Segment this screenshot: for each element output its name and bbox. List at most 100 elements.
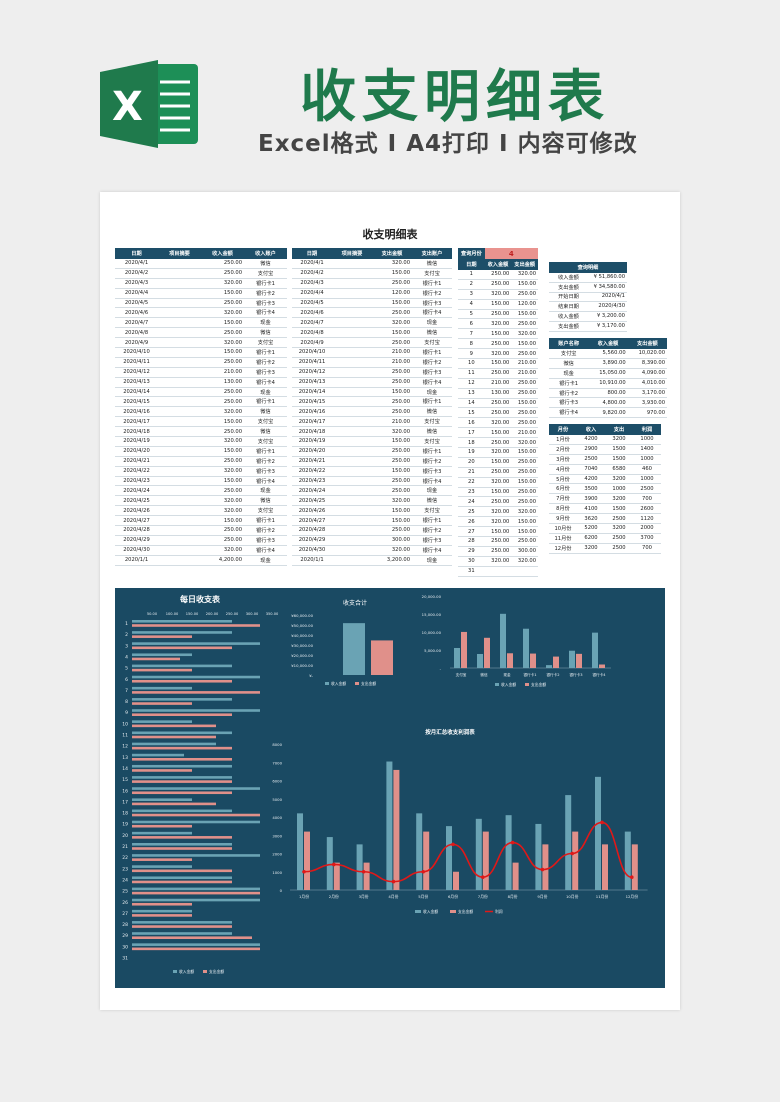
table-cell [332, 288, 372, 299]
table-cell: 250.00 [372, 456, 412, 467]
table-cell: 320.00 [484, 556, 512, 567]
table-cell: 银行卡1 [244, 396, 287, 408]
table-cell: 7月份 [549, 493, 577, 505]
table-row: 22 320.00 150.00 [458, 477, 538, 488]
table-cell: 支付宝 [244, 416, 287, 428]
table-cell: 现金 [412, 387, 452, 398]
table-cell [332, 298, 372, 309]
table-cell [158, 268, 201, 279]
query-month-label: 查询月份 [458, 248, 485, 259]
table-cell: 2020/4/29 [115, 535, 158, 546]
table-cell: 2500 [633, 483, 661, 495]
table-cell [158, 406, 201, 418]
table-cell [158, 525, 201, 536]
table-row: 2020/4/11 250.00 银行卡2 [115, 357, 287, 368]
query-result-table: 查询明细 收入金额 ¥ 51,860.00 支出金额 ¥ 34,580.00 [549, 262, 627, 293]
table-header-row: 日期 项目摘要 收入金额 收入账户 [115, 248, 287, 259]
table-cell: 微信 [549, 358, 589, 369]
profit-point [361, 869, 366, 874]
column-header: 项目摘要 [158, 248, 201, 259]
table-cell: 银行卡3 [412, 367, 452, 378]
table-cell: 微信 [244, 259, 287, 269]
table-row: 银行卡4 9,820.00 970.00 [549, 407, 667, 419]
table-cell: 29 [458, 546, 485, 557]
table-row: 2020/4/8 250.00 微信 [115, 327, 287, 339]
profit-point [570, 851, 574, 856]
table-cell: 微信 [412, 426, 452, 438]
category-label: 25 [122, 889, 128, 895]
table-row: 2020/4/12 250.00 银行卡3 [292, 367, 452, 378]
table-cell: 2020/4/20 [115, 446, 158, 457]
table-cell: 320.00 [201, 436, 244, 447]
table-cell: 银行卡4 [549, 407, 589, 419]
profit-point [600, 820, 604, 825]
income-bar [132, 753, 184, 757]
legend-label: 支出金额 [531, 682, 546, 687]
table-cell: 支付宝 [412, 416, 452, 428]
income-bar [132, 675, 260, 679]
expense-bar [132, 735, 216, 739]
table-cell: 250.00 [484, 467, 512, 478]
category-label: 银行卡1 [523, 672, 536, 677]
table-cell: 银行卡4 [244, 307, 287, 319]
table-row: 20 150.00 250.00 [458, 457, 538, 468]
table-cell: 1000 [605, 483, 633, 495]
table-cell: 150.00 [511, 526, 538, 538]
table-row: 支出金额 ¥ 34,580.00 [549, 282, 627, 293]
table-cell: 银行卡3 [244, 466, 287, 477]
table-cell: 150.00 [372, 436, 412, 447]
table-row: 2020/4/18 250.00 微信 [115, 426, 287, 438]
dashboard-charts: 每日收支表 50.00 100.00 150.00 200.00 250.00 300.00… [122, 594, 648, 974]
table-row: 2 250.00 150.00 [458, 279, 538, 290]
table-cell: 150.00 [372, 298, 412, 309]
table-row: 2020/4/17 150.00 支付宝 [115, 416, 287, 428]
table-cell: 250.00 [201, 268, 244, 279]
income-bar [297, 813, 303, 890]
table-cell: 2020/4/25 [292, 495, 332, 507]
income-bar [132, 898, 260, 902]
table-row: 2020/4/17 210.00 支付宝 [292, 416, 452, 428]
income-bar [132, 764, 232, 768]
table-row: 12月份 3200 2500 700 [549, 543, 661, 554]
category-label: 4 [125, 654, 128, 660]
table-cell: 现金 [244, 387, 287, 398]
expense-bar [132, 902, 192, 906]
table-cell: 150.00 [484, 299, 512, 310]
query-month-value[interactable]: 4 [484, 248, 538, 259]
category-label: 27 [122, 911, 128, 917]
axis-tick-label: 100.00 [166, 612, 179, 616]
table-row: 2020/4/1 320.00 微信 [292, 259, 452, 269]
table-cell: 210.00 [511, 427, 538, 439]
table-cell: 150.00 [484, 427, 512, 439]
category-label: 13 [122, 755, 128, 761]
table-cell: 2020/4/16 [115, 406, 158, 418]
table-cell [332, 406, 372, 418]
axis-tick-label: 2000 [272, 852, 282, 857]
expense-bar [542, 844, 549, 890]
table-row: 2020/4/10 150.00 银行卡1 [115, 347, 287, 358]
table-cell: 10,020.00 [627, 349, 667, 359]
table-cell: 2020/4/5 [292, 298, 332, 309]
table-cell: 2020/4/10 [292, 347, 332, 358]
table-row: 10 150.00 210.00 [458, 358, 538, 369]
table-cell: 300.00 [511, 546, 538, 557]
table-cell: 320.00 [484, 318, 512, 330]
table-cell: 9月份 [549, 513, 577, 525]
axis-tick-label: 350.00 [266, 612, 279, 616]
table-cell [158, 446, 201, 457]
table-row: 2020/4/3 250.00 银行卡1 [292, 278, 452, 289]
table-row: 2020/4/21 250.00 银行卡2 [115, 456, 287, 467]
category-label: 支付宝 [456, 672, 467, 677]
table-cell: 4200 [577, 474, 605, 485]
chart-title: 按月汇总收支利润表 [425, 728, 475, 736]
category-label: 银行卡4 [592, 672, 606, 677]
table-cell: 银行卡4 [412, 545, 452, 556]
category-label: 微信 [480, 672, 488, 677]
category-label: 1月份 [299, 894, 309, 899]
table-cell: 250.00 [484, 437, 512, 449]
table-cell: 18 [458, 437, 485, 449]
expense-bar [530, 653, 536, 668]
income-bar [132, 932, 232, 935]
income-bar [132, 620, 232, 623]
axis-tick-label: 10,000.00 [422, 630, 442, 635]
